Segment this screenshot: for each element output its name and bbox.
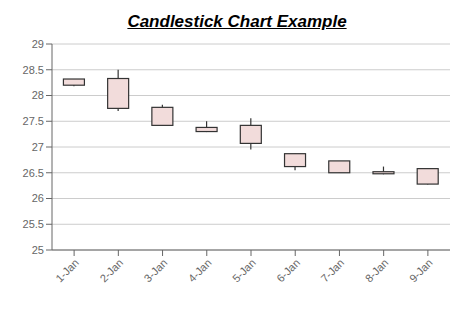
svg-text:25: 25 [32,244,44,256]
svg-text:7-Jan: 7-Jan [318,256,346,284]
svg-text:26: 26 [32,192,44,204]
svg-text:5-Jan: 5-Jan [230,256,258,284]
svg-text:3-Jan: 3-Jan [142,256,170,284]
svg-text:25.5: 25.5 [23,218,44,230]
svg-text:27: 27 [32,141,44,153]
svg-text:2-Jan: 2-Jan [97,256,125,284]
html-text:Candlestick Chart Example: Candlestick Chart Example [127,12,347,31]
svg-text:29: 29 [32,38,44,50]
svg-text:26.5: 26.5 [23,167,44,179]
svg-text:9-Jan: 9-Jan [407,256,435,284]
svg-text:28.5: 28.5 [23,64,44,76]
svg-text:1-Jan: 1-Jan [53,256,81,284]
svg-text:8-Jan: 8-Jan [363,256,391,284]
svg-text:6-Jan: 6-Jan [274,256,302,284]
svg-text:27.5: 27.5 [23,115,44,127]
svg-text:28: 28 [32,89,44,101]
svg-text:4-Jan: 4-Jan [186,256,214,284]
